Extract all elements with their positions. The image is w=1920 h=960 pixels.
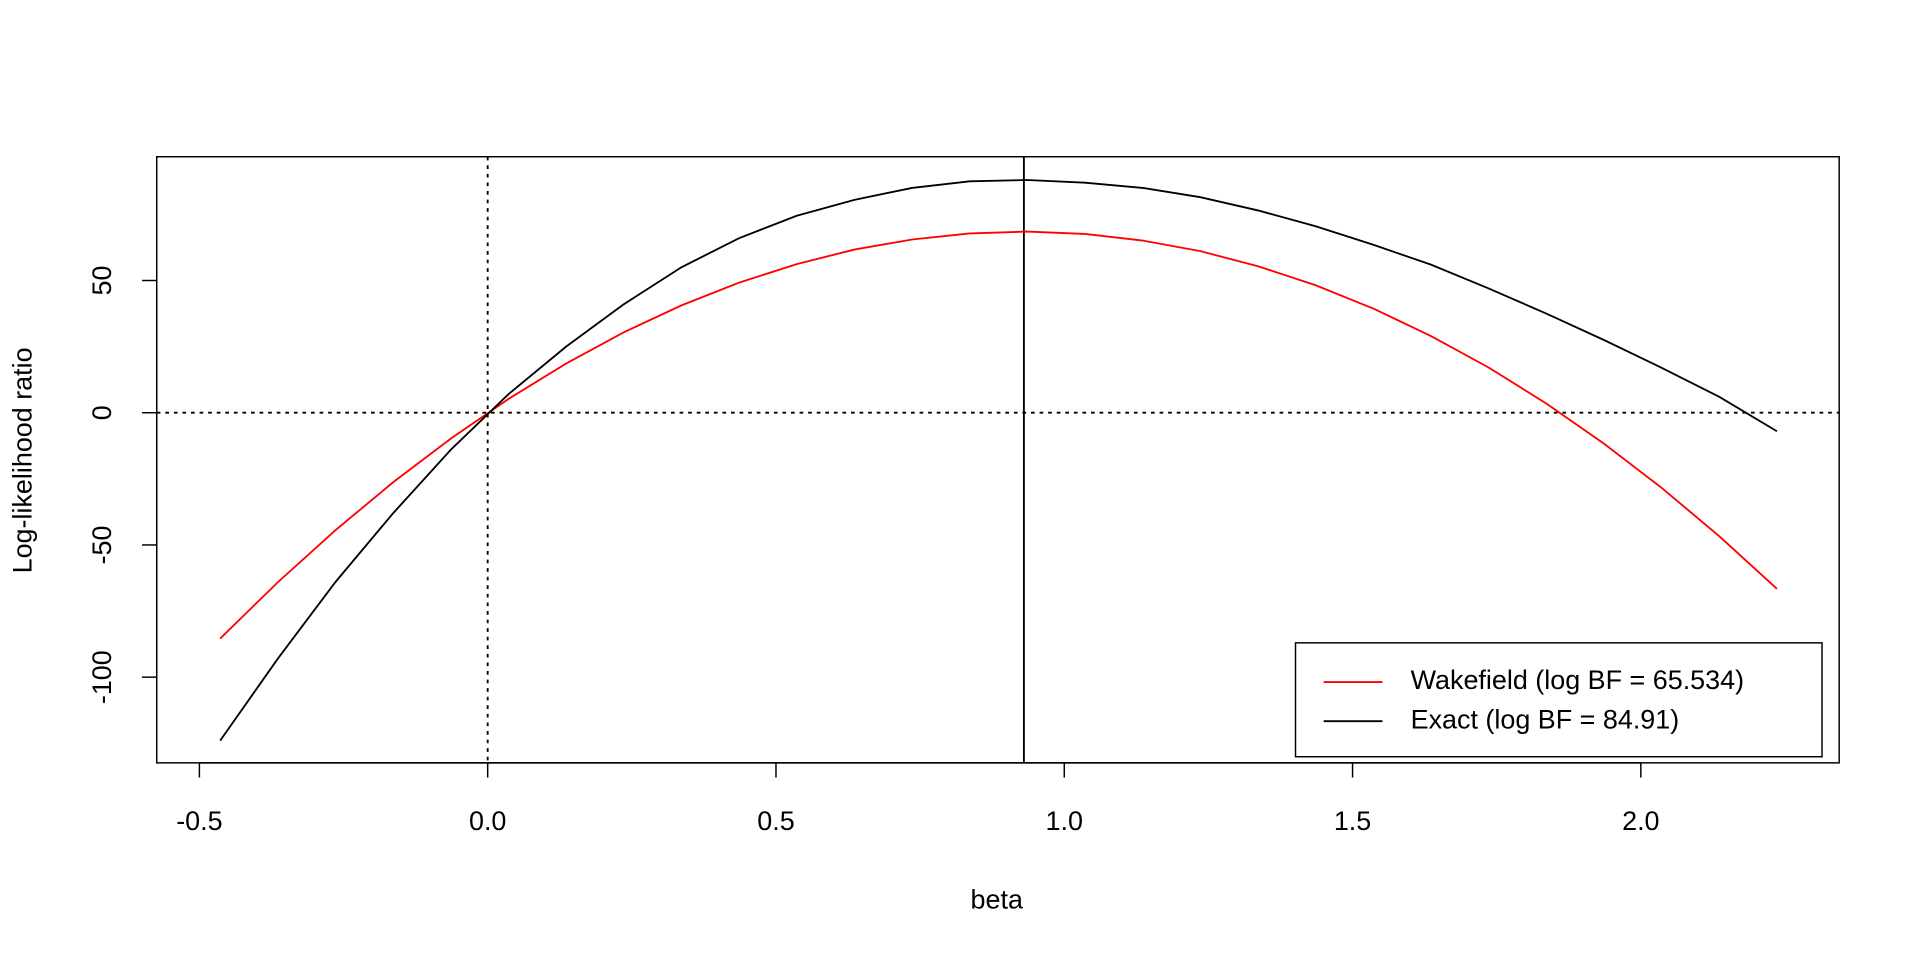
y-axis-label: Log-likelihood ratio [8, 347, 38, 573]
x-tick-label: 0.5 [757, 806, 794, 836]
y-tick-label: -50 [87, 525, 117, 564]
x-tick-label: 2.0 [1622, 806, 1659, 836]
legend-label: Wakefield (log BF = 65.534) [1411, 665, 1744, 695]
y-tick-label: -100 [87, 650, 117, 704]
x-tick-label: 1.0 [1046, 806, 1083, 836]
y-tick-label: 50 [87, 266, 117, 296]
legend-label: Exact (log BF = 84.91) [1411, 704, 1680, 734]
y-tick-label: 0 [87, 405, 117, 420]
x-axis-label: beta [971, 884, 1023, 914]
x-tick-label: -0.5 [176, 806, 222, 836]
legend-box [1294, 642, 1823, 758]
x-tick-label: 1.5 [1334, 806, 1371, 836]
x-tick-label: 0.0 [469, 806, 506, 836]
series-line [219, 179, 1778, 742]
series-line [219, 230, 1778, 640]
